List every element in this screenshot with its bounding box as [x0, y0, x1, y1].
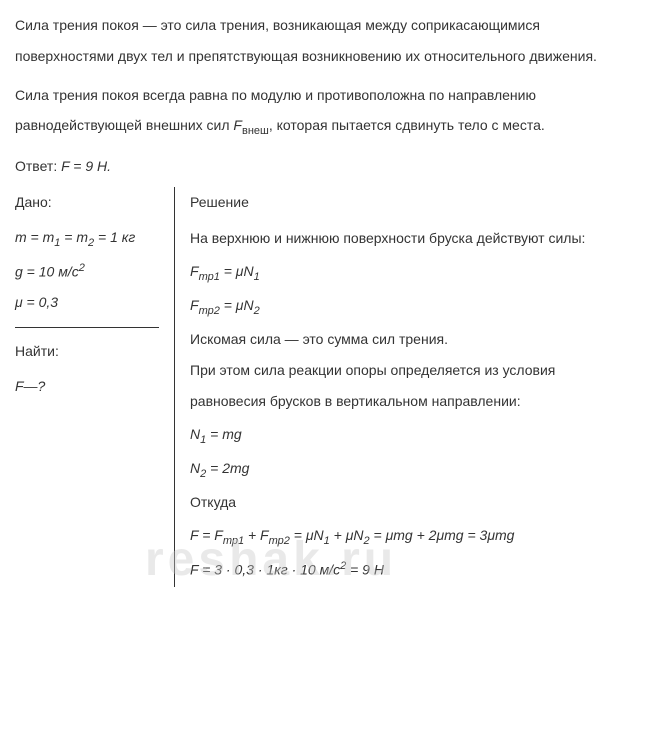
ffe: = μN	[290, 527, 324, 543]
solution-text-1: На верхнюю и нижнюю поверхности бруска д…	[190, 223, 634, 254]
given-line-2: g = 10 м/с2	[15, 257, 159, 286]
ffg: + μN	[330, 527, 364, 543]
given-1c: = m	[60, 229, 88, 245]
frc: = 9 Н	[346, 562, 384, 578]
ffc: + F	[244, 527, 269, 543]
formula-ftr2: Fтр2 = μN2	[190, 291, 634, 322]
n2a: N	[190, 460, 200, 476]
intro-p2-sub: внеш	[242, 125, 269, 137]
formula-n2: N2 = 2mg	[190, 454, 634, 485]
solution-table: Дано: m = m1 = m2 = 1 кг g = 10 м/с2 μ =…	[15, 187, 634, 586]
left-column: Дано: m = m1 = m2 = 1 кг g = 10 м/с2 μ =…	[15, 187, 175, 586]
solution-text-4: Откуда	[190, 487, 634, 518]
f1c: = μN	[220, 263, 254, 279]
f2b: тр2	[199, 304, 220, 316]
formula-ftr1: Fтр1 = μN1	[190, 257, 634, 288]
ffd: тр2	[269, 535, 290, 547]
solution-text-2: Искомая сила — это сумма сил трения.	[190, 324, 634, 355]
given-block: Дано: m = m1 = m2 = 1 кг g = 10 м/с2 μ =…	[15, 187, 159, 328]
intro-paragraph-1: Сила трения покоя — это сила трения, воз…	[15, 10, 634, 72]
given-2b: 2	[79, 262, 85, 274]
ffa: F = F	[190, 527, 223, 543]
given-2a: g = 10 м/с	[15, 263, 79, 279]
answer-formula: F = 9 Н.	[61, 158, 111, 174]
given-line-1: m = m1 = m2 = 1 кг	[15, 223, 159, 254]
n1a: N	[190, 426, 200, 442]
f2c: = μN	[220, 297, 254, 313]
f1b: тр1	[199, 271, 220, 283]
ffb: тр1	[223, 535, 244, 547]
n2c: = 2mg	[206, 460, 249, 476]
ffi: = μmg + 2μmg = 3μmg	[370, 527, 515, 543]
find-label: Найти:	[15, 336, 159, 367]
intro-paragraph-2: Сила трения покоя всегда равна по модулю…	[15, 80, 634, 144]
given-label: Дано:	[15, 187, 159, 218]
formula-n1: N1 = mg	[190, 420, 634, 451]
f1a: F	[190, 263, 199, 279]
answer-line: Ответ: F = 9 Н.	[15, 151, 634, 182]
fra: F = 3 · 0,3 · 1кг · 10 м/с	[190, 562, 340, 578]
given-line-3: μ = 0,3	[15, 288, 159, 316]
right-column: Решение На верхнюю и нижнюю поверхности …	[175, 187, 634, 586]
find-line-1: F—?	[15, 372, 159, 400]
intro-p2-part2: , которая пытается сдвинуть тело с места…	[269, 117, 545, 133]
answer-label: Ответ:	[15, 158, 61, 174]
solution-label: Решение	[190, 187, 634, 218]
f2a: F	[190, 297, 199, 313]
given-1e: = 1 кг	[94, 229, 135, 245]
f2d: 2	[254, 304, 260, 316]
solution-text-3: При этом сила реакции опоры определяется…	[190, 355, 634, 417]
formula-final: F = Fтр1 + Fтр2 = μN1 + μN2 = μmg + 2μmg…	[190, 521, 634, 552]
f1d: 1	[254, 271, 260, 283]
n1c: = mg	[206, 426, 241, 442]
formula-result: F = 3 · 0,3 · 1кг · 10 м/с2 = 9 Н	[190, 555, 634, 584]
given-1a: m = m	[15, 229, 54, 245]
intro-p2-var: F	[233, 117, 242, 133]
